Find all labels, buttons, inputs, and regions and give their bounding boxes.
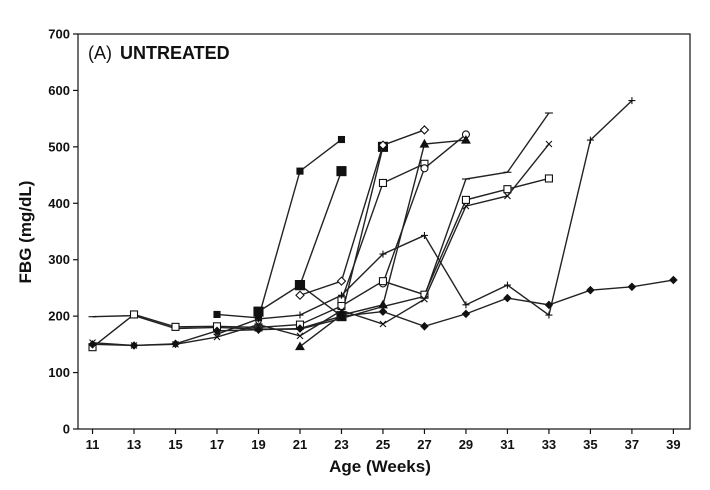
data-point	[503, 185, 512, 194]
data-point	[379, 320, 387, 328]
x-tick-label: 21	[293, 437, 307, 452]
panel-title-prefix: (A)	[88, 43, 112, 63]
x-tick-label: 29	[459, 437, 473, 452]
data-point	[295, 290, 305, 301]
data-point	[503, 281, 511, 289]
data-point	[336, 276, 347, 286]
data-point	[213, 310, 221, 319]
data-point	[295, 341, 305, 351]
data-point	[462, 301, 470, 309]
data-point	[254, 315, 262, 323]
data-point	[504, 192, 511, 200]
data-point	[586, 136, 594, 144]
y-axis: 0 100 200 300 400 500 600 700	[48, 27, 78, 437]
data-point	[461, 309, 471, 319]
data-point	[503, 293, 512, 303]
data-point	[336, 166, 347, 177]
x-tick-label: 31	[500, 437, 514, 452]
data-point	[212, 326, 222, 336]
data-point	[296, 311, 304, 319]
series-11	[213, 97, 636, 338]
data-point	[544, 300, 554, 310]
x-tick-label: 13	[127, 437, 141, 452]
data-point	[628, 97, 636, 105]
data-point	[461, 195, 470, 204]
x-tick-label: 19	[251, 437, 265, 452]
x-tick-label: 39	[666, 437, 680, 452]
data-point	[88, 340, 97, 349]
y-tick-label: 200	[48, 309, 70, 324]
series-12	[88, 275, 678, 350]
data-point	[337, 291, 345, 299]
data-point	[296, 167, 304, 175]
x-tick-label: 37	[625, 437, 639, 452]
data-point	[295, 324, 305, 333]
data-point	[586, 285, 595, 295]
x-tick-label: 15	[168, 437, 182, 452]
y-tick-label: 0	[63, 422, 70, 437]
data-point	[420, 164, 429, 173]
data-point	[627, 282, 637, 292]
data-point	[129, 341, 139, 350]
plot-frame	[77, 33, 691, 430]
series-line	[92, 112, 550, 330]
series-line	[216, 138, 342, 319]
data-point	[460, 134, 471, 144]
data-point	[420, 231, 428, 239]
data-point	[419, 138, 430, 148]
x-tick-label: 33	[542, 437, 556, 452]
data-point	[462, 202, 470, 210]
data-point	[255, 321, 262, 328]
x-tick-label: 17	[210, 437, 224, 452]
data-point	[378, 307, 388, 316]
series-layer	[88, 97, 678, 352]
x-tick-label: 27	[417, 437, 431, 452]
y-tick-label: 400	[48, 196, 70, 211]
data-point	[337, 301, 346, 311]
series-4	[295, 125, 430, 301]
data-point	[171, 322, 180, 331]
data-point	[545, 311, 553, 319]
data-point	[129, 310, 139, 319]
x-tick-label: 25	[376, 437, 390, 452]
data-point	[379, 250, 387, 258]
data-point	[338, 307, 345, 314]
y-axis-label: FBG (mg/dL)	[16, 181, 35, 284]
series-line	[299, 129, 425, 296]
x-tick-label: 35	[583, 437, 597, 452]
series-1	[213, 135, 346, 322]
y-tick-label: 700	[48, 27, 70, 42]
data-point	[337, 135, 346, 144]
data-point	[420, 322, 429, 331]
data-point	[378, 178, 388, 188]
x-axis: 11 13 15 17 19 21 23 25 27 29 31 33 35 37 39	[86, 429, 681, 452]
panel-title: UNTREATED	[120, 43, 230, 63]
data-point	[294, 280, 306, 291]
y-tick-label: 100	[48, 365, 70, 380]
data-point	[378, 140, 388, 150]
data-point	[253, 306, 264, 317]
x-axis-label: Age (Weeks)	[329, 457, 431, 476]
data-point	[419, 125, 430, 135]
y-tick-label: 500	[48, 139, 70, 154]
x-tick-label: 11	[86, 437, 100, 452]
data-point	[171, 339, 180, 349]
data-point	[378, 277, 388, 286]
data-point	[296, 332, 304, 340]
data-point	[421, 295, 428, 303]
data-point	[669, 275, 678, 285]
y-tick-label: 300	[48, 252, 70, 267]
y-tick-label: 600	[48, 83, 70, 98]
data-point	[544, 174, 553, 183]
data-point	[545, 140, 553, 148]
series-10	[89, 140, 553, 349]
data-point	[254, 325, 263, 334]
data-point	[337, 311, 346, 321]
series-line	[92, 177, 550, 348]
series-line	[382, 133, 467, 284]
x-tick-label: 23	[334, 437, 348, 452]
